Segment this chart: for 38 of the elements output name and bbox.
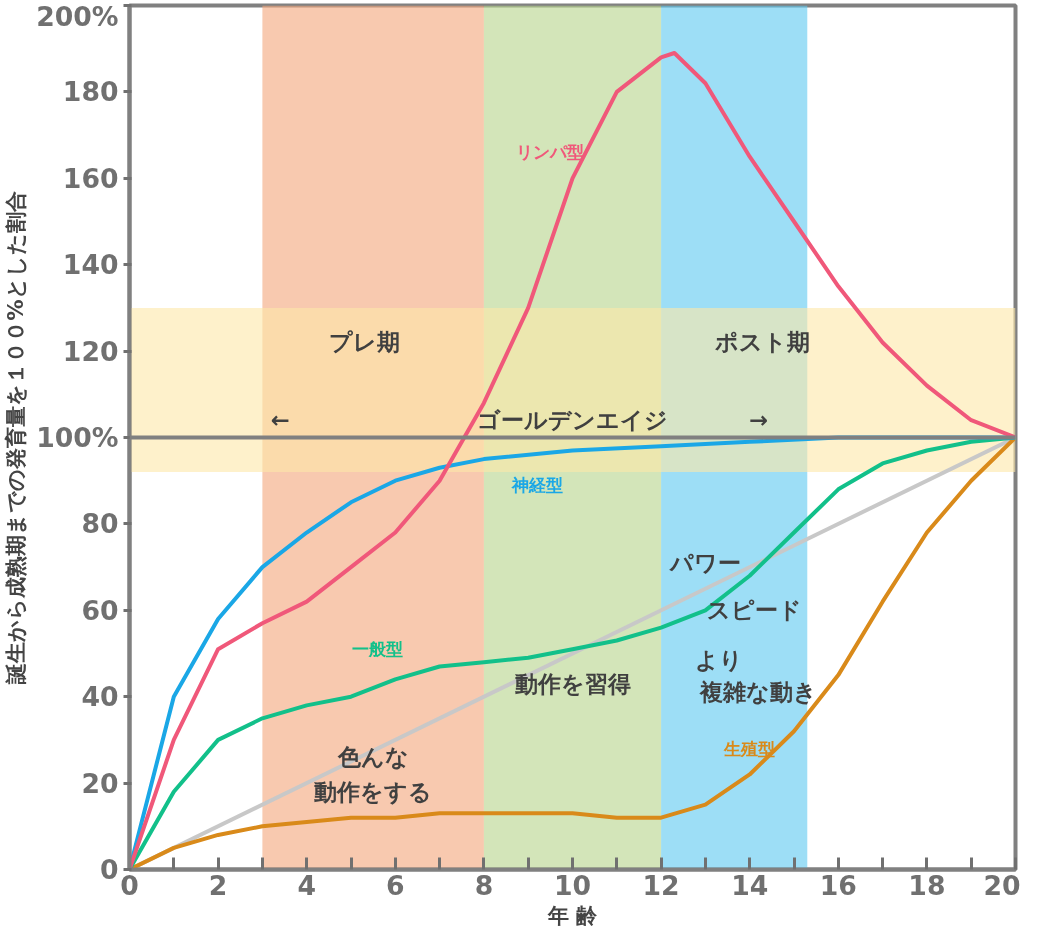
x-tick-label: 4 xyxy=(297,869,316,901)
x-axis-title: 年 齢 xyxy=(546,902,599,928)
x-tick-label: 14 xyxy=(731,869,769,901)
y-tick-label: 20 xyxy=(81,767,119,799)
y-tick-label: 160 xyxy=(62,162,119,194)
annotation: ポスト期 xyxy=(714,329,811,356)
annotation: 動作をする xyxy=(313,778,433,805)
series-label: リンパ型 xyxy=(516,142,585,163)
annotation: より xyxy=(694,646,743,673)
y-tick-label: 200% xyxy=(36,0,119,32)
y-tick-label: 40 xyxy=(81,681,119,713)
x-tick-label: 6 xyxy=(386,869,405,901)
x-tick-label: 2 xyxy=(208,869,228,901)
y-tick-label: 80 xyxy=(81,508,119,540)
x-tick-label: 18 xyxy=(908,869,946,901)
annotation: 動作を習得 xyxy=(513,670,631,697)
x-tick-label: 16 xyxy=(819,869,857,901)
y-tick-label: 100% xyxy=(36,422,119,453)
x-tick-label: 8 xyxy=(474,869,494,901)
annotation: 色んな xyxy=(336,744,409,771)
x-tick-label: 12 xyxy=(642,869,680,901)
annotation: スピード xyxy=(706,597,802,624)
annotation: ゴールデンエイジ xyxy=(477,407,668,434)
y-axis-title: 誕生から成熟期までの発育量を１００%とした割合 xyxy=(3,191,29,685)
annotation: → xyxy=(749,407,769,434)
x-tick-label: 20 xyxy=(983,869,1021,901)
annotation: パワー xyxy=(667,549,741,576)
y-tick-label: 140 xyxy=(62,249,119,281)
y-tick-label: 60 xyxy=(81,594,119,626)
annotation: 複雑な動き xyxy=(699,679,818,706)
annotation: ← xyxy=(270,407,290,434)
x-tick-label: 10 xyxy=(553,869,592,901)
annotation: プレ期 xyxy=(328,329,400,356)
y-tick-label: 120 xyxy=(62,335,119,367)
x-tick-label: 0 xyxy=(120,869,139,901)
series-label: 神経型 xyxy=(510,475,563,496)
y-tick-label: 180 xyxy=(62,76,119,108)
series-label: 一般型 xyxy=(352,639,404,660)
